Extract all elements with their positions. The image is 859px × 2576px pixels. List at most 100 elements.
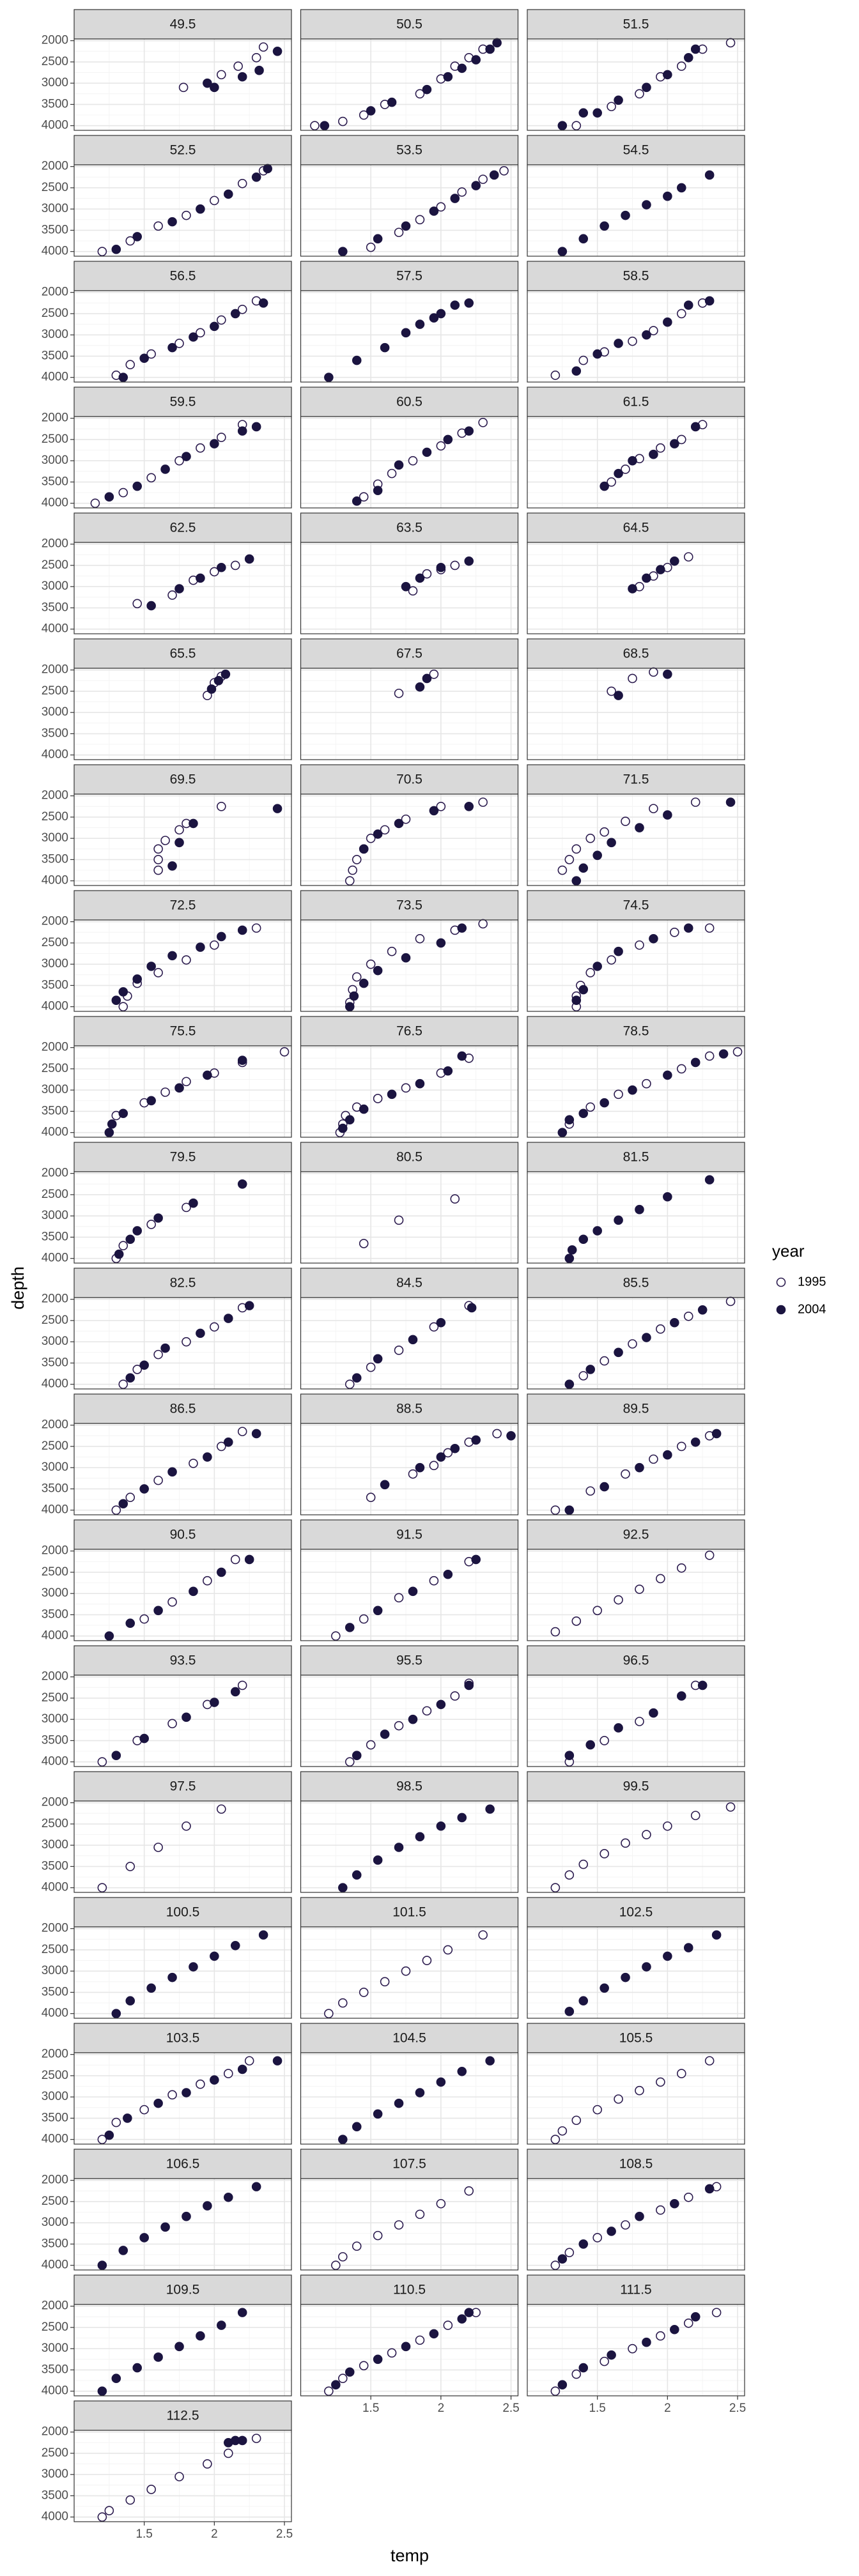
point: [104, 2130, 114, 2140]
y-tick-label: 3000: [42, 1964, 68, 1977]
legend-label: 1995: [798, 1275, 826, 1289]
strip-label: 78.5: [623, 1024, 649, 1039]
strip-label: 65.5: [170, 647, 196, 661]
strip: [300, 1268, 519, 1298]
point: [422, 1956, 432, 1965]
point: [578, 863, 589, 873]
point: [690, 2312, 700, 2322]
panel-border: [300, 1171, 519, 1264]
point: [387, 468, 397, 479]
point: [676, 1064, 686, 1074]
point: [464, 801, 474, 811]
strip-label: 54.5: [623, 143, 649, 158]
point: [415, 933, 425, 944]
point: [467, 1303, 477, 1313]
point: [401, 1966, 411, 1976]
y-tick-label: 3500: [42, 978, 68, 992]
panel-border: [74, 2178, 292, 2271]
point: [436, 1452, 446, 1462]
point: [443, 72, 453, 82]
point: [125, 360, 135, 370]
y-tick-label: 3500: [42, 1356, 68, 1369]
point: [373, 965, 383, 976]
point: [415, 1078, 425, 1089]
point: [499, 166, 509, 176]
point: [401, 1083, 411, 1093]
point: [237, 1179, 247, 1189]
point: [600, 481, 609, 491]
point: [217, 433, 226, 442]
point: [359, 1988, 369, 1997]
y-tick-label: 3000: [42, 1460, 68, 1474]
strip: [527, 1519, 745, 1550]
point: [387, 97, 397, 107]
y-tick-label: 4000: [42, 622, 68, 636]
y-tick-label: 2500: [42, 1691, 68, 1705]
panel-background: [74, 1801, 291, 1892]
point: [429, 1575, 439, 1586]
point: [182, 1821, 191, 1831]
panel-border: [300, 1800, 519, 1893]
point: [251, 172, 261, 182]
point: [683, 1943, 693, 1952]
panel-border: [527, 1675, 745, 1767]
point: [485, 44, 495, 54]
point: [557, 865, 568, 875]
point: [125, 1373, 135, 1383]
strip-label: 63.5: [396, 521, 422, 535]
panel-border: [300, 1675, 519, 1767]
point: [450, 1194, 460, 1204]
panel-background: [74, 1927, 291, 2018]
point: [230, 1554, 240, 1565]
panel-background: [300, 1298, 518, 1389]
y-tick-label: 3000: [42, 1586, 68, 1600]
point: [244, 2056, 254, 2066]
point: [223, 2448, 233, 2458]
point: [139, 1614, 149, 1624]
y-tick-label: 2500: [42, 1817, 68, 1830]
point: [571, 1616, 582, 1626]
point: [352, 855, 362, 864]
point: [146, 601, 156, 611]
panel-background: [74, 668, 291, 760]
point: [704, 1175, 715, 1184]
point: [628, 584, 637, 594]
point: [366, 833, 376, 843]
point: [489, 170, 499, 180]
y-tick-label: 3500: [42, 601, 68, 614]
point: [125, 2495, 135, 2505]
panel-border: [300, 542, 519, 634]
point: [258, 1930, 268, 1940]
y-tick-label: 4000: [42, 2510, 68, 2524]
y-tick-label: 2000: [42, 1922, 68, 1935]
point: [263, 164, 273, 174]
point: [550, 2135, 561, 2144]
point: [272, 46, 282, 56]
point: [366, 242, 376, 252]
point: [585, 833, 596, 843]
strip-label: 49.5: [170, 17, 196, 32]
point: [422, 84, 432, 95]
point: [146, 1096, 156, 1106]
point: [359, 492, 369, 502]
point: [578, 1859, 589, 1869]
point: [401, 581, 411, 592]
panel-border: [74, 668, 292, 760]
point: [663, 1070, 672, 1080]
strip: [74, 261, 292, 291]
y-tick-label: 3000: [42, 1712, 68, 1726]
point: [628, 673, 637, 684]
point: [718, 1049, 729, 1059]
point: [578, 234, 589, 244]
y-tick-label: 2000: [42, 160, 68, 173]
point: [203, 691, 212, 700]
point: [585, 1102, 596, 1112]
point: [564, 2248, 575, 2258]
strip-label: 101.5: [392, 1905, 426, 1920]
strip-label: 103.5: [166, 2031, 200, 2046]
point: [635, 823, 644, 832]
point: [628, 1085, 637, 1095]
panel-background: [300, 1801, 518, 1892]
point: [366, 959, 376, 969]
point: [394, 1843, 404, 1852]
